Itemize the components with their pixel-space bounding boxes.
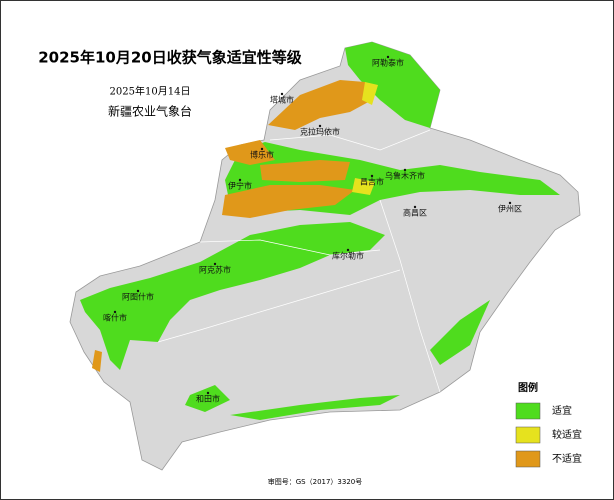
city-label: 乌鲁木齐市 bbox=[385, 171, 425, 181]
issue-date: 2025年10月14日 bbox=[110, 85, 191, 98]
city-dot bbox=[318, 124, 322, 128]
city-dot bbox=[280, 92, 284, 96]
city-label: 高昌区 bbox=[403, 208, 427, 218]
city-label: 库尔勒市 bbox=[332, 251, 364, 261]
city-label: 伊宁市 bbox=[228, 181, 252, 191]
city-label: 阿图什市 bbox=[122, 292, 154, 302]
city-label: 塔城市 bbox=[270, 95, 294, 105]
unsuitable-areas bbox=[92, 80, 372, 372]
city-label: 阿勒泰市 bbox=[372, 58, 404, 68]
boundaries bbox=[157, 129, 441, 393]
city-dot bbox=[413, 205, 417, 209]
city-label: 阿克苏市 bbox=[199, 265, 231, 275]
legend-label: 较适宜 bbox=[552, 428, 582, 441]
city-dot bbox=[260, 147, 264, 151]
city-dot bbox=[370, 174, 374, 178]
city-dot bbox=[386, 55, 390, 59]
city-label: 克拉玛依市 bbox=[300, 127, 340, 137]
legend-swatch bbox=[515, 450, 541, 468]
city-dot bbox=[346, 248, 350, 252]
map-title: 2025年10月20日收获气象适宜性等级 bbox=[38, 49, 302, 67]
city-label: 伊州区 bbox=[498, 204, 522, 214]
legend-label: 不适宜 bbox=[552, 452, 582, 465]
approval-number: 审图号：GS（2017）3320号 bbox=[268, 477, 363, 486]
city-label: 和田市 bbox=[196, 394, 220, 404]
legend-swatch bbox=[515, 426, 541, 444]
issuer: 新疆农业气象台 bbox=[108, 104, 192, 119]
city-dot bbox=[206, 391, 210, 395]
city-dot bbox=[213, 262, 217, 266]
legend-label: 适宜 bbox=[552, 404, 572, 417]
city-label: 昌吉市 bbox=[360, 177, 384, 187]
city-dot bbox=[403, 168, 407, 172]
city-dot bbox=[508, 201, 512, 205]
city-dot bbox=[113, 310, 117, 314]
moderate-areas bbox=[352, 82, 378, 195]
city-label: 喀什市 bbox=[103, 313, 127, 323]
city-dot bbox=[136, 289, 140, 293]
city-label: 博乐市 bbox=[250, 150, 274, 160]
legend-swatch bbox=[515, 402, 541, 420]
legend-title: 图例 bbox=[518, 381, 538, 394]
city-dot bbox=[238, 178, 242, 182]
